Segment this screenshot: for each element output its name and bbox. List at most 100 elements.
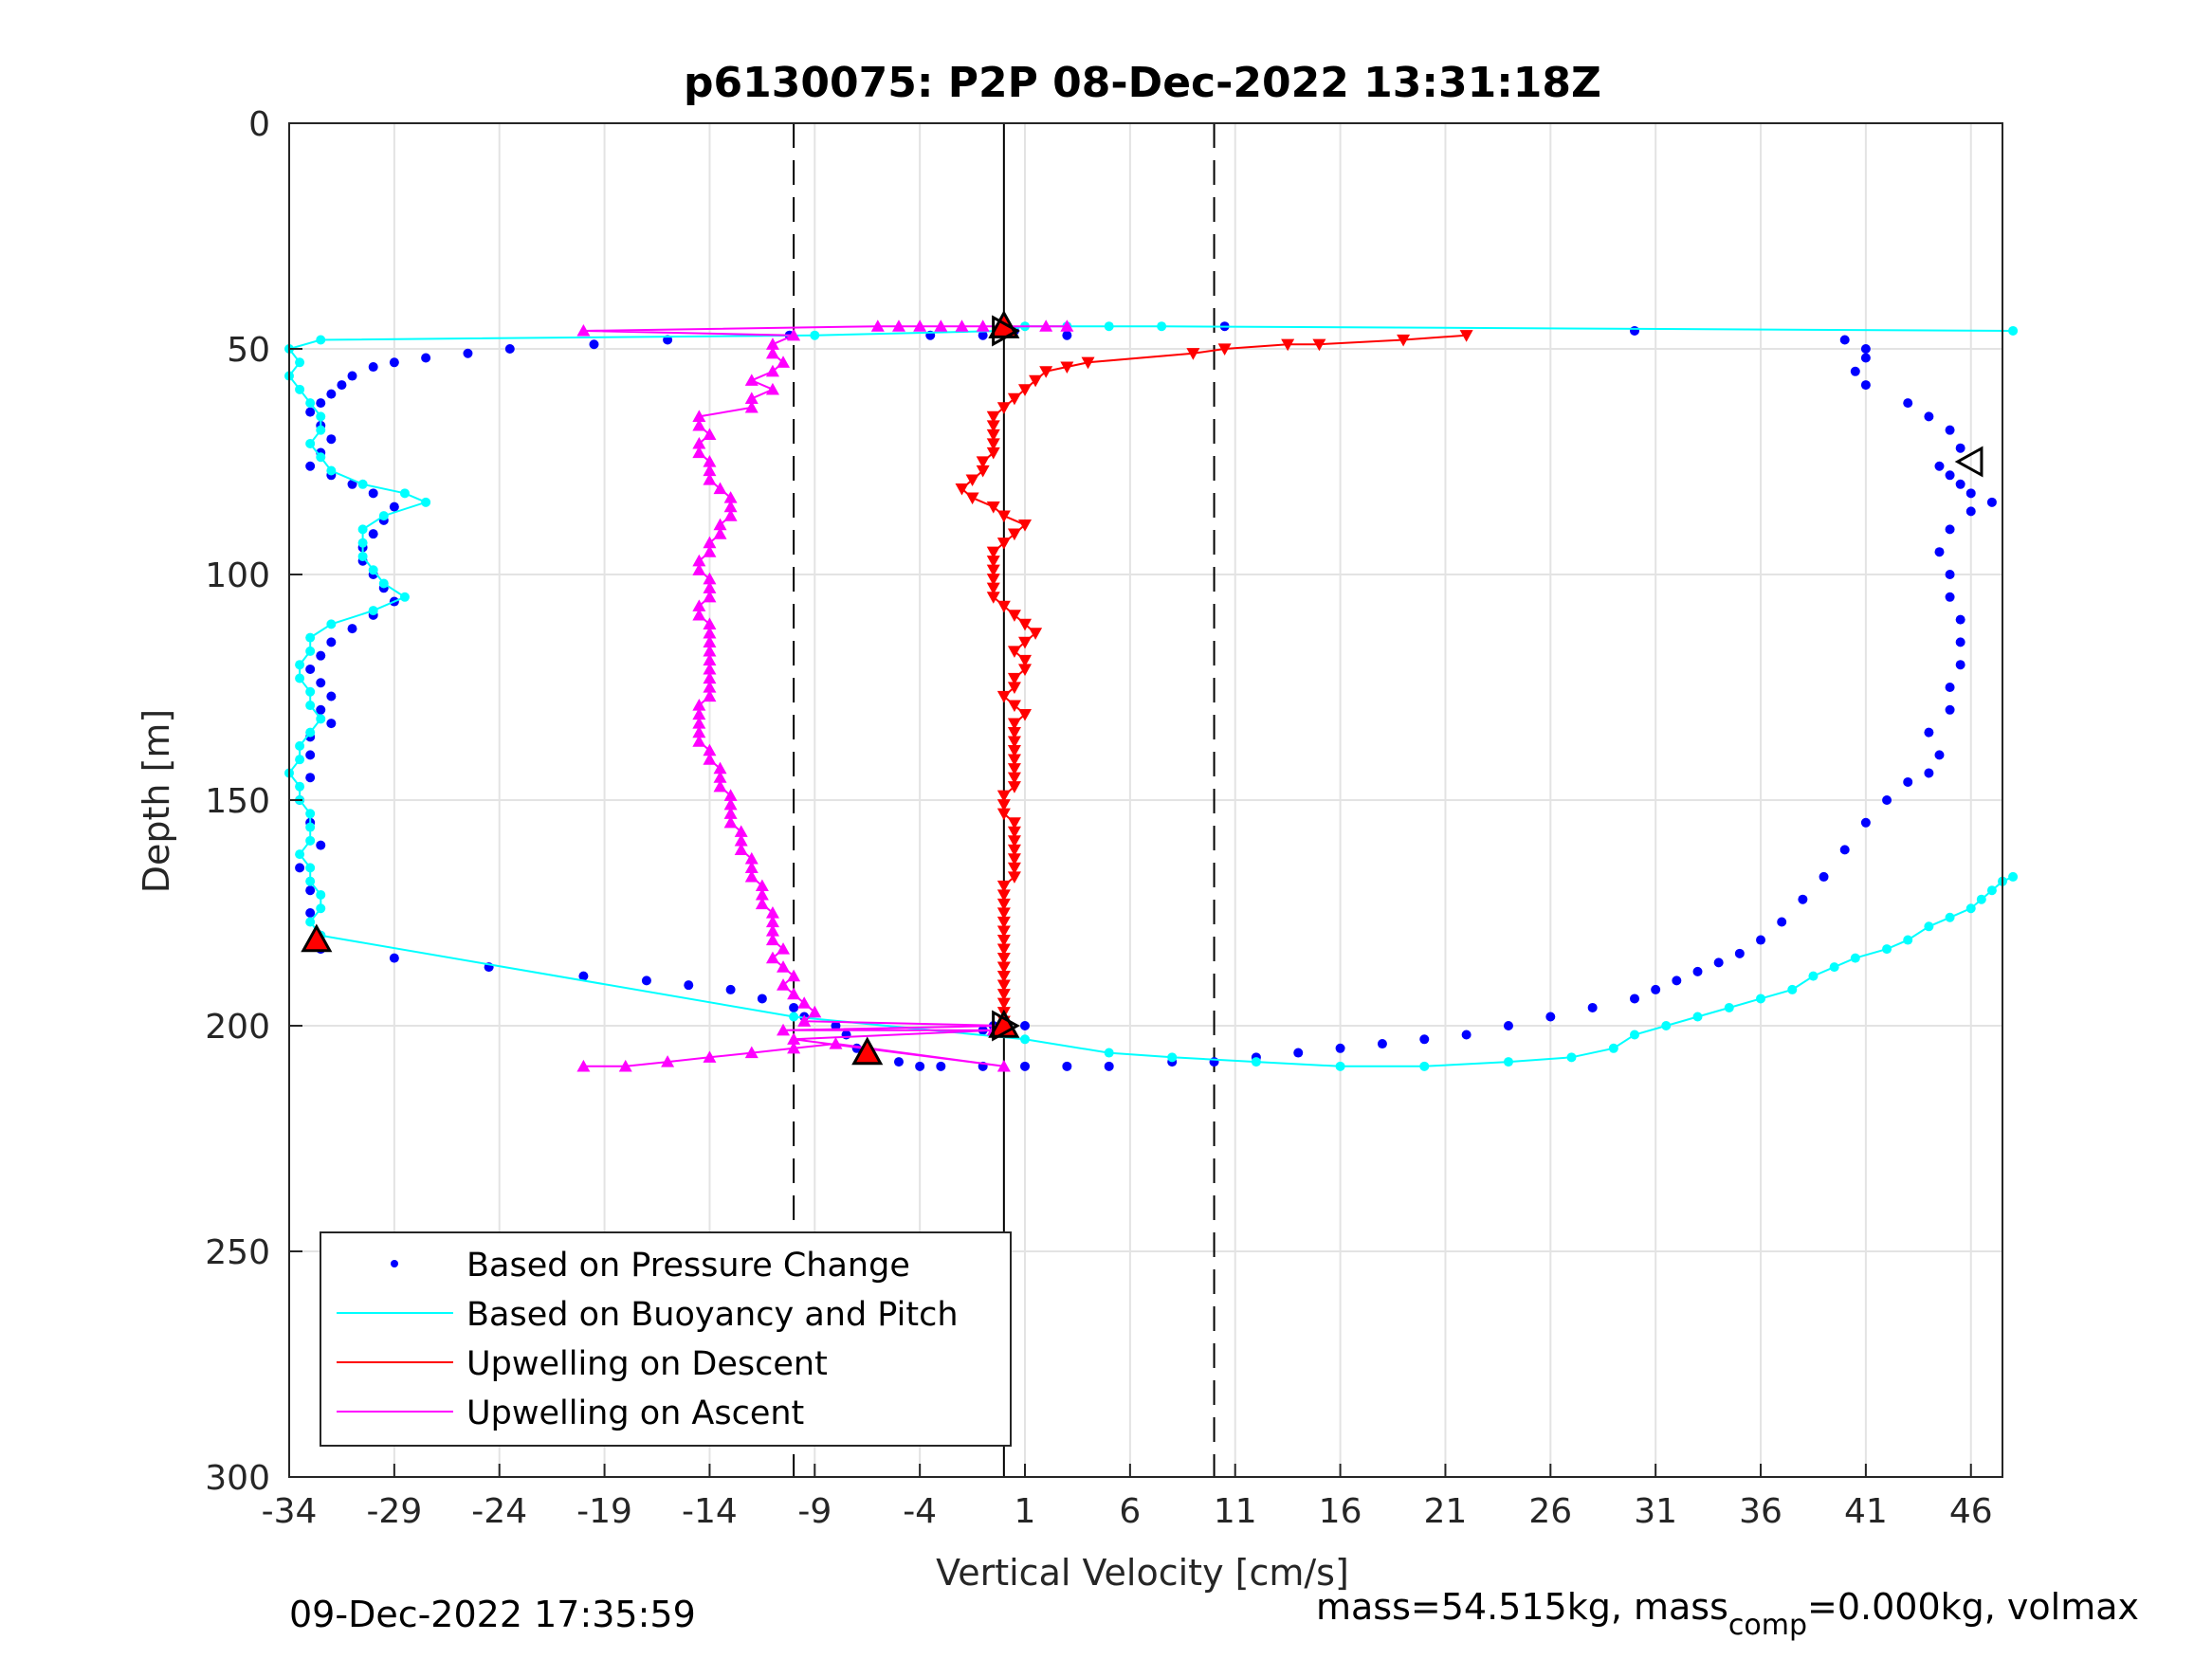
data-point: [1945, 570, 1955, 579]
y-tick-label: 300: [205, 1459, 270, 1498]
data-point: [723, 815, 738, 829]
data-point: [295, 660, 305, 670]
x-tick-label: 31: [1634, 1492, 1677, 1531]
data-point: [734, 833, 748, 847]
data-point: [703, 644, 717, 657]
data-point: [777, 1023, 791, 1036]
data-point: [357, 538, 368, 548]
data-point: [1007, 853, 1021, 866]
data-point: [1293, 1048, 1304, 1058]
data-point: [305, 908, 316, 918]
data-point: [996, 790, 1011, 803]
data-point: [1945, 592, 1955, 602]
data-point: [1819, 871, 1829, 882]
data-point: [777, 978, 791, 991]
data-point: [777, 960, 791, 973]
data-point: [305, 885, 316, 896]
data-point: [1018, 618, 1033, 631]
highlight-marker: [301, 923, 333, 953]
data-point: [1955, 479, 1965, 489]
data-point: [326, 719, 337, 729]
data-point: [504, 344, 515, 354]
data-point: [1007, 610, 1021, 622]
data-point: [1217, 343, 1232, 356]
data-point: [777, 942, 791, 955]
data-point: [305, 646, 316, 656]
y-tick-label: 0: [248, 105, 270, 144]
x-tick-label: 1: [1015, 1492, 1036, 1531]
data-point: [661, 1055, 675, 1067]
data-point: [976, 465, 990, 478]
data-point: [1924, 921, 1934, 932]
data-point: [996, 961, 1011, 975]
data-point: [692, 725, 706, 738]
data-point: [787, 987, 801, 1000]
data-point: [1007, 754, 1021, 767]
data-point: [713, 779, 727, 793]
data-point: [1104, 1061, 1114, 1071]
data-point: [326, 465, 337, 476]
data-point: [295, 740, 305, 751]
data-point: [389, 501, 399, 512]
data-point: [765, 382, 779, 395]
data-point: [316, 714, 326, 724]
data-point: [692, 699, 706, 711]
data-point: [1672, 975, 1682, 986]
data-point: [1566, 1052, 1577, 1063]
data-point: [1945, 704, 1955, 715]
x-tick-label: -34: [262, 1492, 318, 1531]
data-point: [1007, 763, 1021, 775]
data-point: [703, 464, 717, 477]
data-point: [421, 497, 431, 507]
data-point: [1461, 1030, 1472, 1040]
data-point: [986, 420, 1000, 432]
data-point: [316, 425, 326, 435]
data-point: [996, 934, 1011, 947]
data-point: [797, 996, 812, 1009]
data-point: [1007, 718, 1021, 731]
x-tick-label: 6: [1119, 1492, 1141, 1531]
data-point: [1281, 338, 1295, 352]
data-point: [326, 389, 337, 399]
data-point: [723, 807, 738, 819]
data-point: [1018, 664, 1033, 676]
data-point: [986, 574, 1000, 586]
data-point: [368, 362, 378, 373]
data-point: [1060, 319, 1074, 332]
data-point: [713, 518, 727, 531]
data-point: [1062, 330, 1072, 340]
data-point: [1186, 348, 1200, 360]
data-point: [996, 538, 1011, 550]
data-point: [831, 1021, 841, 1030]
data-point: [986, 582, 1000, 595]
data-point: [1007, 745, 1021, 757]
data-point: [692, 436, 706, 449]
data-point: [744, 1046, 759, 1059]
data-point: [703, 653, 717, 666]
data-point: [703, 473, 717, 485]
data-point: [703, 536, 717, 549]
data-point: [1955, 660, 1965, 670]
data-point: [1629, 1030, 1639, 1040]
data-point: [713, 771, 727, 783]
data-point: [1020, 1034, 1031, 1045]
data-point: [1777, 917, 1787, 927]
data-point: [641, 975, 651, 986]
data-point: [1882, 795, 1892, 805]
data-point: [955, 319, 969, 332]
data-point: [744, 861, 759, 873]
data-point: [1965, 903, 1976, 914]
data-point: [1651, 984, 1661, 994]
data-point: [777, 356, 791, 368]
data-point: [965, 474, 979, 487]
data-point: [976, 319, 990, 332]
data-point: [1934, 750, 1945, 760]
data-point: [305, 835, 316, 846]
data-point: [1945, 912, 1955, 922]
data-point: [703, 617, 717, 629]
data-point: [765, 924, 779, 937]
data-point: [1060, 361, 1074, 374]
data-point: [576, 1059, 591, 1072]
data-point: [305, 773, 316, 783]
data-point: [765, 364, 779, 377]
